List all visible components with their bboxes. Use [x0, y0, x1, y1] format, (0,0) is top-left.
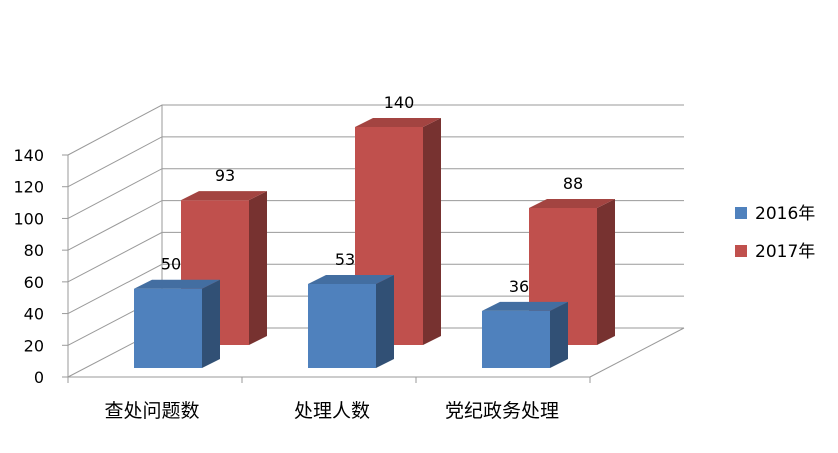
y-tick-label: 40	[24, 305, 44, 324]
legend-swatch	[735, 207, 747, 219]
y-axis-ticks: 0 20 40 60 80 100 120 140	[13, 146, 44, 387]
legend-label: 2017年	[755, 242, 815, 262]
y-tick-label: 20	[24, 336, 44, 355]
y-tick-label: 60	[24, 273, 44, 292]
category-label: 处理人数	[294, 400, 370, 422]
legend-swatch	[735, 245, 747, 257]
bar-2016-1	[308, 274, 394, 368]
bar-2016-0	[134, 279, 220, 368]
category-label: 查处问题数	[104, 400, 199, 422]
y-tick-label: 140	[13, 146, 44, 165]
data-label: 53	[335, 250, 355, 269]
legend-label: 2016年	[755, 204, 815, 224]
data-label: 50	[161, 255, 181, 274]
y-tick-label: 100	[13, 209, 44, 228]
legend: 2016年 2017年	[735, 204, 815, 262]
data-label: 140	[384, 93, 415, 112]
data-label: 36	[509, 277, 529, 296]
category-labels: 查处问题数 处理人数 党纪政务处理	[104, 400, 559, 422]
y-tick-label: 80	[24, 241, 44, 260]
bars	[134, 118, 615, 368]
category-label: 党纪政务处理	[445, 400, 559, 422]
y-tick-label: 120	[13, 178, 44, 197]
axis-line	[589, 327, 685, 378]
data-labels: 93 140 88 50 53 36	[161, 93, 583, 296]
data-label: 88	[563, 174, 583, 193]
bar-2016-2	[482, 301, 568, 368]
y-tick-label: 0	[34, 368, 44, 387]
data-label: 93	[215, 166, 235, 185]
